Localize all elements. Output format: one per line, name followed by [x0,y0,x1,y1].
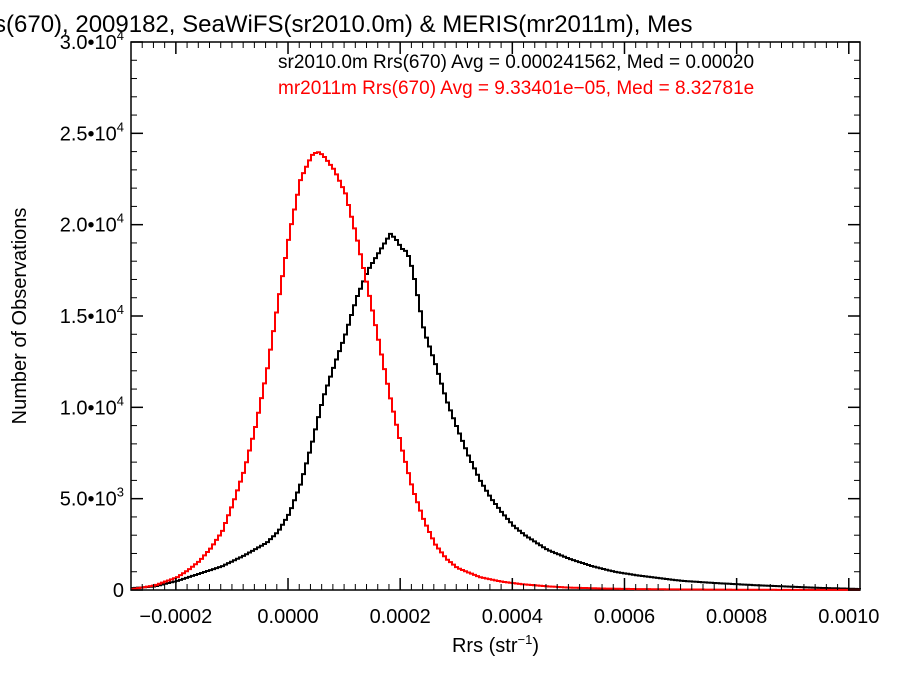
histogram-series-1 [131,151,860,591]
y-tick-exponent-6: 4 [117,28,124,43]
y-tick-exponent-2: 4 [117,393,124,408]
y-tick-exponent-5: 4 [117,119,124,134]
y-tick-mantissa-6: 3.0•10 [60,32,117,54]
x-tick-label-5: 0.0008 [706,606,767,628]
y-tick-mantissa-1: 5.0•10 [60,489,117,511]
x-tick-label-4: 0.0006 [594,606,655,628]
chart-title: s(670), 2009182, SeaWiFS(sr2010.0m) & ME… [0,11,692,38]
x-tick-label-6: 0.0010 [818,606,879,628]
y-tick-label-0: 0 [113,580,124,602]
y-tick-exponent-4: 4 [117,211,124,226]
legend-entry-0: sr2010.0m Rrs(670) Avg = 0.000241562, Me… [278,52,754,73]
x-tick-label-3: 0.0004 [482,606,543,628]
series-group [131,151,861,591]
y-tick-label-3: 1.5•104 [60,302,124,328]
y-tick-exponent-3: 4 [117,302,124,317]
y-tick-labels: 05.0•1031.0•1041.5•1042.0•1042.5•1043.0•… [60,28,124,602]
y-tick-label-5: 2.5•104 [60,119,124,145]
y-tick-label-4: 2.0•104 [60,211,124,237]
y-tick-label-2: 1.0•104 [60,393,124,419]
y-tick-mantissa-5: 2.5•10 [60,123,117,145]
y-axis-label: Number of Observations [9,208,31,425]
plot-frame [130,41,861,591]
y-tick-exponent-1: 3 [117,485,124,500]
x-tick-label-0: −0.0002 [139,606,212,628]
x-tick-labels: −0.0002 0.0000 0.0002 0.0004 0.0006 0.0008 0.0… [139,606,879,628]
x-tick-label-2: 0.0002 [370,606,431,628]
x-axis-label-main: Rrs (str [452,635,518,657]
x-axis-label: Rrs (str−1) [452,632,539,657]
y-tick-mantissa-3: 1.5•10 [60,306,117,328]
y-tick-label-6: 3.0•104 [60,28,124,54]
x-axis-label-end: ) [532,635,539,657]
x-tick-label-1: 0.0000 [257,606,318,628]
y-tick-mantissa-2: 1.0•10 [60,397,117,419]
y-tick-mantissa-4: 2.0•10 [60,215,117,237]
x-axis-label-sup: −1 [518,632,533,647]
y-tick-label-1: 5.0•103 [60,485,124,511]
histogram-series-0 [131,232,861,590]
legend-entry-1: mr2011m Rrs(670) Avg = 9.33401e−05, Med … [278,78,754,99]
y-tick-mantissa-0: 0 [113,580,124,602]
ticks-group [130,41,860,591]
legend: sr2010.0m Rrs(670) Avg = 0.000241562, Me… [278,52,754,99]
